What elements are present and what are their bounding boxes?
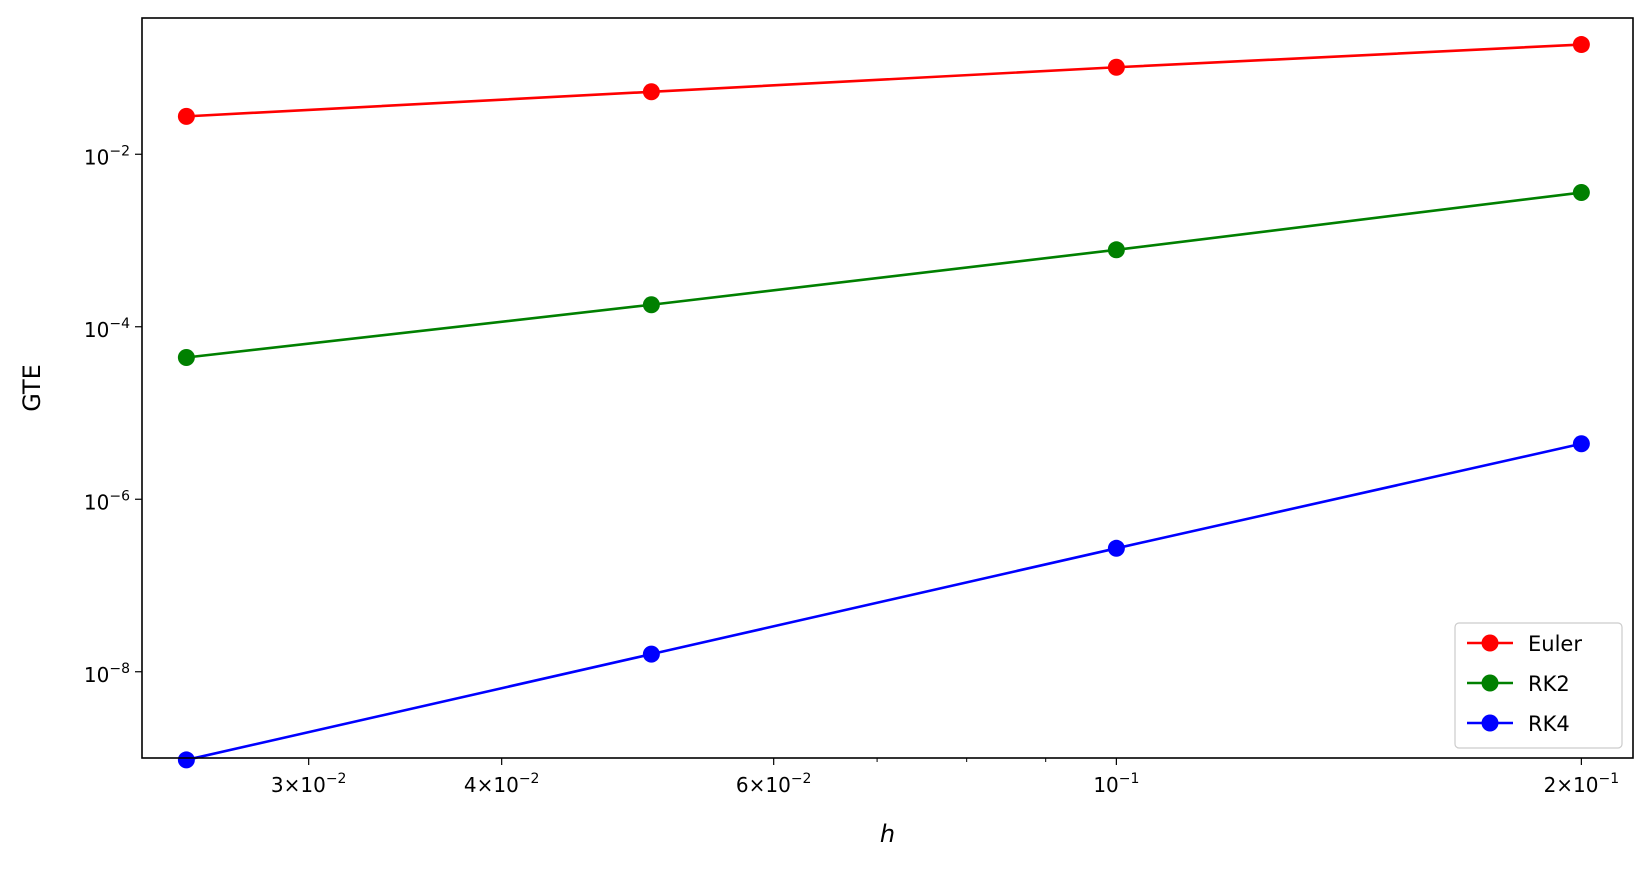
x-tick-mantissa: 6×10 — [736, 773, 791, 797]
legend-label-rk2: RK2 — [1528, 672, 1570, 696]
data-point-rk2 — [1572, 184, 1590, 202]
y-tick-base: 10 — [84, 145, 109, 169]
y-tick-label: 10−8 — [84, 661, 130, 687]
legend-marker-rk4 — [1481, 714, 1499, 732]
y-tick-base: 10 — [84, 318, 109, 342]
x-tick-exponent: −1 — [1599, 771, 1620, 787]
series-line-rk4 — [186, 442, 1582, 762]
data-point-rk4 — [1572, 435, 1590, 453]
y-axis-ticks: 10−210−410−610−8 — [84, 143, 142, 687]
legend-marker-rk2 — [1481, 674, 1499, 692]
x-tick-label: 6×10−2 — [736, 771, 812, 797]
x-axis-ticks: 3×10−2 4×10−2 6×10−2 10−1 2×10−1 — [271, 758, 1619, 797]
x-tick-label: 4×10−2 — [464, 771, 540, 797]
data-point-rk2 — [177, 349, 195, 367]
legend-box — [1454, 622, 1623, 749]
series-line-rk2 — [186, 191, 1582, 359]
x-tick-mantissa: 4×10 — [464, 773, 519, 797]
x-tick-exponent: −2 — [519, 771, 540, 787]
y-tick-exponent: −4 — [109, 316, 130, 332]
x-axis-label: h — [880, 820, 895, 848]
y-tick-exponent: −6 — [109, 488, 130, 504]
data-point-rk2 — [1107, 241, 1125, 259]
y-tick-exponent: −2 — [109, 143, 130, 159]
y-tick-label: 10−2 — [84, 143, 130, 169]
y-tick-label: 10−4 — [84, 316, 130, 342]
y-tick-base: 10 — [84, 490, 109, 514]
x-tick-label: 10−1 — [1093, 771, 1139, 797]
data-point-euler — [1107, 58, 1125, 76]
data-point-rk4 — [1107, 539, 1125, 557]
legend-label-euler: Euler — [1528, 632, 1582, 656]
legend-label-rk4: RK4 — [1528, 712, 1570, 736]
x-tick-label: 3×10−2 — [271, 771, 347, 797]
series-line-euler — [186, 43, 1582, 118]
x-tick-exponent: −2 — [791, 771, 812, 787]
legend-marker-euler — [1481, 634, 1499, 652]
data-point-euler — [1572, 36, 1590, 54]
y-tick-label: 10−6 — [84, 488, 130, 514]
data-point-rk4 — [177, 751, 195, 769]
plot-frame — [141, 17, 1634, 759]
data-point-rk2 — [642, 296, 660, 314]
y-tick-base: 10 — [84, 663, 109, 687]
legend: Euler RK2 RK4 — [1454, 622, 1623, 749]
x-tick-mantissa: 2×10 — [1544, 773, 1599, 797]
x-tick-exponent: −1 — [1119, 771, 1140, 787]
data-point-rk4 — [642, 645, 660, 663]
y-axis-label: GTE — [18, 364, 46, 412]
x-tick-mantissa: 3×10 — [271, 773, 326, 797]
x-tick-mantissa: 10 — [1093, 773, 1118, 797]
x-tick-exponent: −2 — [326, 771, 347, 787]
series-layer — [177, 36, 1590, 769]
data-point-euler — [177, 107, 195, 125]
y-tick-exponent: −8 — [109, 661, 130, 677]
x-tick-label: 2×10−1 — [1544, 771, 1620, 797]
data-point-euler — [642, 83, 660, 101]
